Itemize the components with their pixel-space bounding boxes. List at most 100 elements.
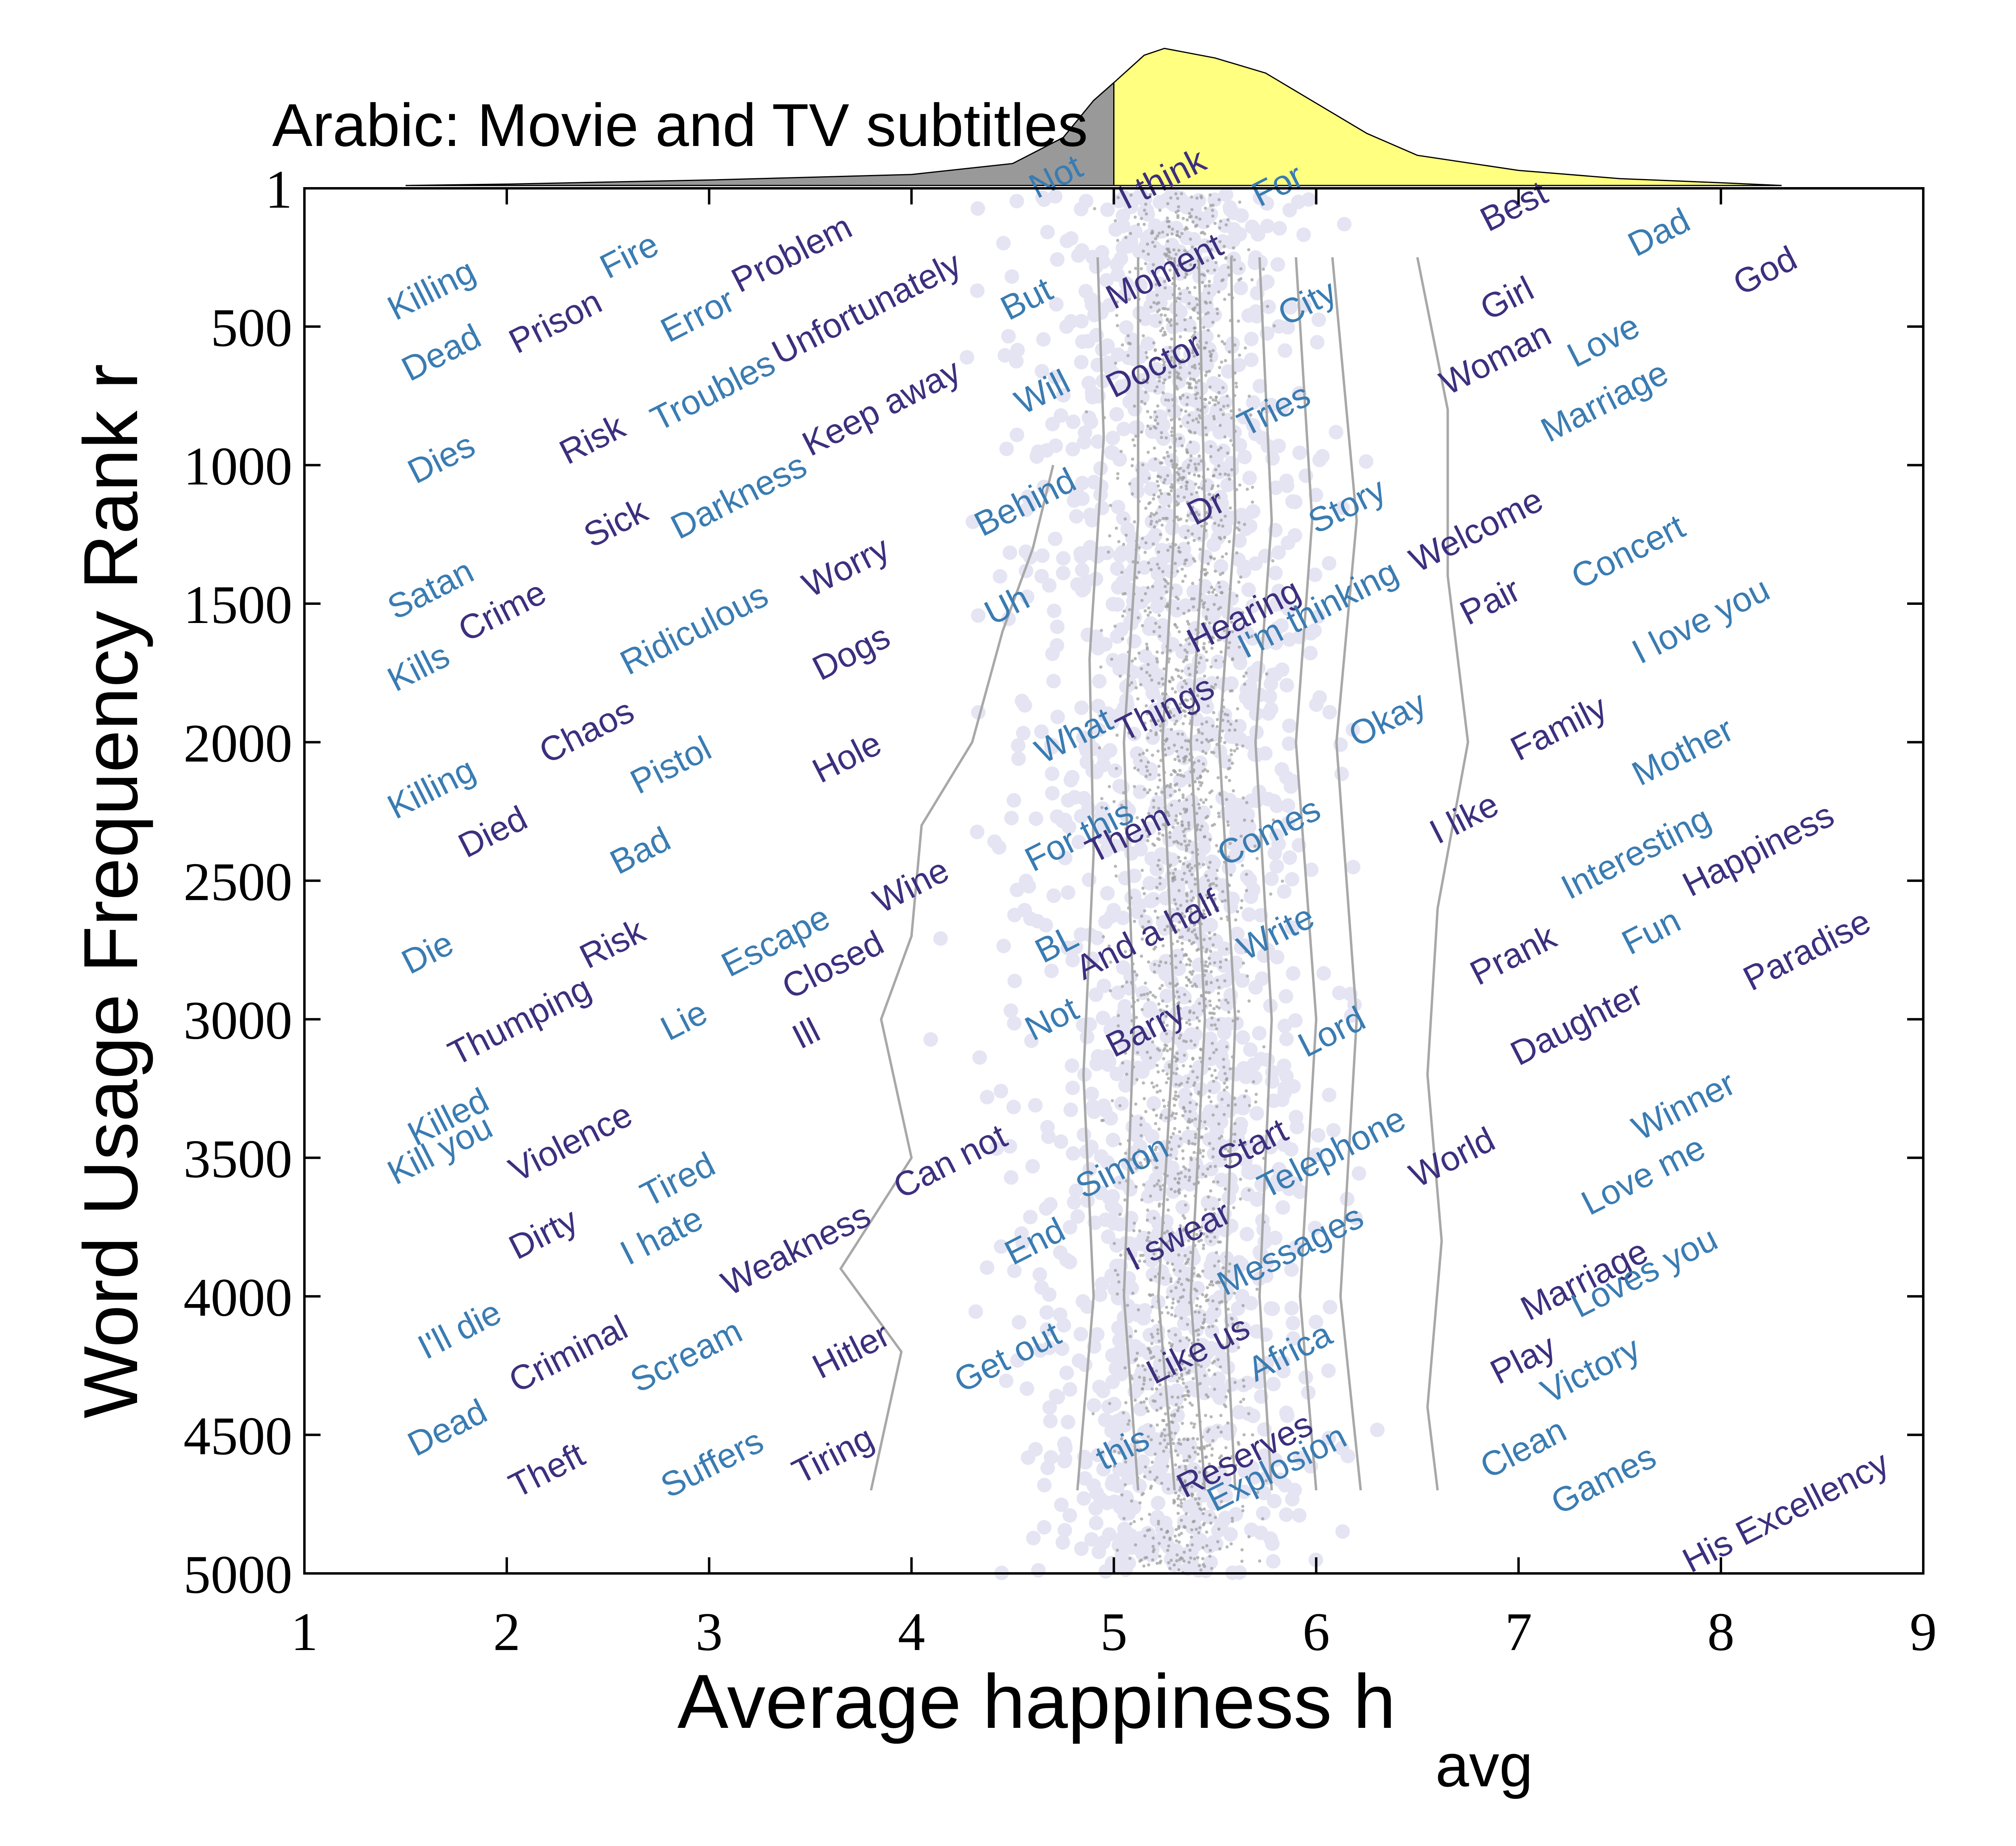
- word-point-core: [1168, 492, 1171, 496]
- word-point-core: [1218, 1301, 1221, 1304]
- word-point: [1011, 751, 1026, 766]
- word-point: [1042, 1400, 1057, 1415]
- word-point: [1144, 1253, 1159, 1268]
- word-point-core: [1181, 1149, 1185, 1153]
- word-point-core: [1190, 1494, 1194, 1498]
- word-point-core: [1266, 304, 1269, 308]
- word-point: [1231, 358, 1246, 373]
- word-point-core: [1141, 1387, 1144, 1391]
- word-point-core: [1182, 1227, 1186, 1231]
- word-point: [1043, 1414, 1058, 1429]
- word-point-core: [1136, 1051, 1139, 1054]
- word-point: [1224, 456, 1239, 471]
- word-point-core: [1136, 998, 1139, 1002]
- word-point-core: [1217, 290, 1220, 294]
- word-point-core: [1189, 511, 1193, 515]
- word-point-core: [1239, 1197, 1242, 1201]
- word-point-core: [1130, 1499, 1133, 1503]
- word-point-core: [1182, 1438, 1186, 1441]
- word-point-core: [1176, 821, 1180, 825]
- word-point-core: [1158, 1089, 1162, 1093]
- word-point-core: [1180, 1531, 1183, 1535]
- word-point-core: [1187, 636, 1191, 640]
- word-point-core: [1223, 741, 1227, 744]
- word-point-core: [1127, 298, 1131, 301]
- word-point: [1141, 1189, 1156, 1204]
- chart-title: Arabic: Movie and TV subtitles: [272, 91, 1088, 159]
- word-point-core: [1124, 1401, 1128, 1404]
- word-point-core: [1118, 1104, 1122, 1108]
- word-point-core: [1234, 381, 1238, 385]
- word-point-core: [1202, 606, 1206, 609]
- word-point-core: [1262, 267, 1265, 271]
- word-point: [1004, 1003, 1018, 1018]
- word-point: [1106, 653, 1120, 668]
- word-point-core: [1146, 1529, 1150, 1532]
- word-point-core: [1169, 1280, 1173, 1283]
- word-point-core: [1211, 1113, 1215, 1117]
- word-point-core: [1123, 609, 1126, 613]
- word-point-core: [1236, 707, 1239, 710]
- word-point-core: [1190, 1403, 1194, 1407]
- word-point-core: [1119, 450, 1123, 453]
- word-point: [1218, 1511, 1233, 1525]
- word-point-core: [1116, 1024, 1120, 1028]
- word-point: [1206, 1535, 1221, 1550]
- word-point: [1108, 1282, 1123, 1297]
- word-point: [1116, 653, 1131, 668]
- word-point-core: [1199, 828, 1202, 831]
- word-point: [1071, 248, 1086, 263]
- word-point-core: [1161, 230, 1164, 234]
- word-point-core: [1205, 1544, 1209, 1548]
- word-point: [1127, 1442, 1141, 1457]
- word-point: [1117, 999, 1132, 1014]
- word-point-core: [1158, 625, 1161, 629]
- word-point-core: [1152, 358, 1156, 362]
- word-point-core: [1152, 341, 1156, 345]
- word-point-core: [1241, 1336, 1245, 1339]
- word-point-core: [1166, 474, 1169, 477]
- word-point-core: [1198, 536, 1201, 540]
- word-point-core: [1247, 248, 1250, 252]
- word-point-core: [1243, 1142, 1247, 1146]
- word-point: [1146, 260, 1161, 275]
- word-point-core: [1209, 248, 1213, 251]
- word-point: [1296, 227, 1311, 242]
- word-point: [1279, 473, 1294, 488]
- word-point-core: [1182, 469, 1185, 473]
- word-point-core: [1211, 1283, 1215, 1287]
- word-point-core: [1160, 1527, 1163, 1531]
- word-point-core: [1221, 571, 1225, 575]
- word-point-core: [1223, 1113, 1226, 1117]
- word-point: [1138, 915, 1153, 929]
- word-point: [1252, 1026, 1267, 1041]
- word-point-core: [1193, 1043, 1197, 1047]
- word-label: His Excellency: [1677, 1444, 1895, 1580]
- word-point-core: [1143, 1368, 1147, 1372]
- word-point-core: [1184, 1262, 1188, 1265]
- word-point-core: [1195, 381, 1198, 384]
- word-point-core: [1189, 1158, 1193, 1161]
- word-point-core: [1175, 1559, 1179, 1563]
- word-point: [1268, 667, 1283, 682]
- word-point-core: [1180, 823, 1184, 827]
- word-point-core: [1143, 402, 1147, 406]
- word-point-core: [1173, 1177, 1177, 1181]
- word-point-core: [1133, 520, 1136, 524]
- word-point-core: [1269, 892, 1272, 896]
- word-point: [1142, 876, 1157, 891]
- word-point-core: [1192, 1182, 1196, 1186]
- word-point-core: [1124, 1460, 1127, 1464]
- word-point-core: [1134, 1185, 1138, 1189]
- word-point-core: [1205, 1530, 1208, 1534]
- word-point-core: [1144, 202, 1148, 206]
- word-point-core: [1195, 1223, 1199, 1227]
- word-point: [1172, 729, 1187, 744]
- word-point-core: [1146, 663, 1150, 666]
- word-point-core: [1155, 1387, 1158, 1391]
- word-point-core: [1249, 413, 1253, 417]
- word-point-core: [1206, 965, 1210, 968]
- word-point-core: [1219, 519, 1223, 522]
- word-point-core: [1165, 1004, 1169, 1008]
- word-point-core: [1154, 995, 1157, 999]
